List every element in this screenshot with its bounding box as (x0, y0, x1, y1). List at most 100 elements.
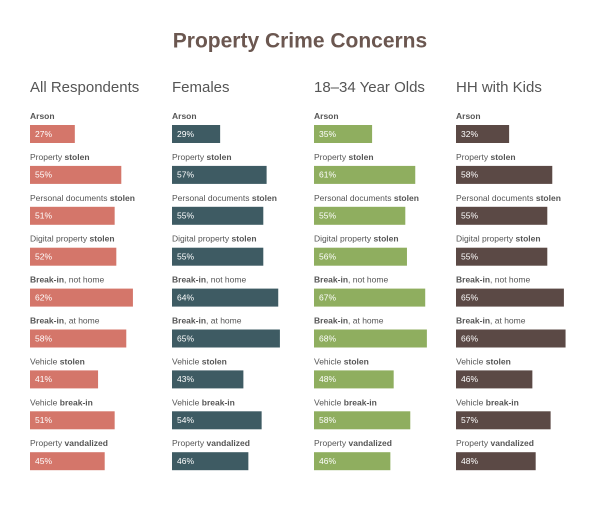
value-label: 29% (177, 129, 194, 139)
value-label: 55% (177, 251, 194, 261)
category-label-part: Arson (30, 111, 55, 121)
bar (30, 125, 75, 143)
category-label-part: Arson (456, 111, 481, 121)
column-header: All Respondents (30, 79, 139, 96)
category-label: Break-in, at home (172, 316, 242, 326)
value-label: 51% (35, 211, 52, 221)
value-label: 48% (461, 456, 478, 466)
category-label-part: break-in (344, 398, 377, 408)
bar (172, 370, 244, 389)
bar (172, 165, 267, 184)
category-label-part: stolen (252, 193, 277, 203)
category-label: Vehicle break-in (30, 398, 93, 408)
category-label-part: Vehicle (314, 357, 344, 367)
category-label-part: Vehicle (314, 398, 344, 408)
bar (30, 411, 115, 430)
bar (172, 411, 262, 430)
category-label-part: stolen (110, 193, 135, 203)
category-label-part: , not home (348, 275, 388, 285)
category-label-part: break-in (202, 398, 235, 408)
category-label: Arson (30, 111, 55, 121)
category-label-part: Arson (172, 111, 197, 121)
category-label-part: vandalized (207, 438, 250, 448)
category-label: Break-in, not home (30, 275, 104, 285)
category-label-part: Property (456, 152, 491, 162)
category-label-part: Personal documents (30, 193, 110, 203)
category-label: Arson (314, 111, 339, 121)
category-label-part: break-in (486, 398, 519, 408)
category-label-part: Property (314, 152, 349, 162)
bar (456, 370, 533, 389)
category-label: Vehicle stolen (456, 357, 511, 367)
category-label: Vehicle stolen (172, 357, 227, 367)
category-label-part: Property (30, 438, 65, 448)
value-label: 48% (319, 374, 336, 384)
value-label: 46% (461, 374, 478, 384)
bar (314, 452, 391, 471)
category-label-part: stolen (344, 357, 369, 367)
category-label-part: stolen (536, 193, 561, 203)
category-label-part: Digital property (456, 234, 516, 244)
category-label: Property vandalized (314, 438, 392, 448)
category-label: Digital property stolen (172, 234, 257, 244)
bar (30, 329, 127, 348)
category-label: Personal documents stolen (30, 193, 135, 203)
category-label-part: Break-in (314, 316, 348, 326)
value-label: 45% (35, 456, 52, 466)
value-label: 56% (319, 251, 336, 261)
category-label-part: Personal documents (314, 193, 394, 203)
bar (172, 329, 280, 348)
category-label-part: stolen (394, 193, 419, 203)
category-label: Vehicle break-in (456, 398, 519, 408)
bar (456, 288, 564, 307)
category-label: Property stolen (172, 152, 232, 162)
bar (172, 206, 264, 225)
category-label: Digital property stolen (456, 234, 541, 244)
category-label-part: stolen (491, 152, 516, 162)
value-label: 27% (35, 129, 52, 139)
category-label: Digital property stolen (314, 234, 399, 244)
category-label-part: Property (30, 152, 65, 162)
category-label: Personal documents stolen (314, 193, 419, 203)
value-label: 57% (177, 170, 194, 180)
bar (314, 411, 411, 430)
column-header: HH with Kids (456, 79, 542, 96)
category-label: Property stolen (30, 152, 90, 162)
category-label-part: Personal documents (456, 193, 536, 203)
category-label-part: Property (456, 438, 491, 448)
value-label: 57% (461, 415, 478, 425)
category-label-part: Vehicle (30, 357, 60, 367)
bar (456, 125, 510, 143)
value-label: 32% (461, 129, 478, 139)
value-label: 62% (35, 292, 52, 302)
category-label: Property vandalized (30, 438, 108, 448)
category-label-part: stolen (516, 234, 541, 244)
value-label: 46% (177, 456, 194, 466)
category-label: Break-in, at home (30, 316, 100, 326)
category-label: Vehicle break-in (172, 398, 235, 408)
bar (314, 247, 407, 266)
category-label-part: , at home (490, 316, 526, 326)
category-label-part: stolen (90, 234, 115, 244)
bar (456, 329, 566, 348)
category-label: Property vandalized (456, 438, 534, 448)
bar (314, 329, 427, 348)
value-label: 61% (319, 170, 336, 180)
category-label-part: vandalized (349, 438, 392, 448)
category-label-part: Vehicle (172, 398, 202, 408)
category-label: Property vandalized (172, 438, 250, 448)
category-label-part: Vehicle (30, 398, 60, 408)
bar (314, 370, 394, 389)
bar (172, 125, 221, 143)
category-label-part: Digital property (172, 234, 232, 244)
bar (30, 288, 133, 307)
category-label-part: Vehicle (456, 357, 486, 367)
value-label: 46% (319, 456, 336, 466)
value-label: 55% (461, 211, 478, 221)
category-label-part: stolen (60, 357, 85, 367)
bar (456, 206, 548, 225)
category-label-part: Digital property (314, 234, 374, 244)
category-label-part: Break-in (172, 275, 206, 285)
bar (314, 206, 406, 225)
